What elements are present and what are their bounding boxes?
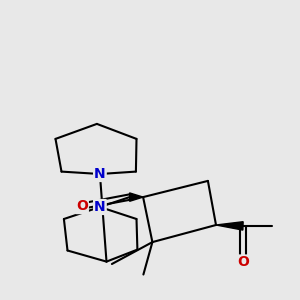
Text: N: N <box>94 200 106 214</box>
Polygon shape <box>130 193 143 201</box>
Text: N: N <box>94 167 106 181</box>
Polygon shape <box>216 222 243 230</box>
Text: O: O <box>237 256 249 269</box>
Text: O: O <box>76 199 88 213</box>
